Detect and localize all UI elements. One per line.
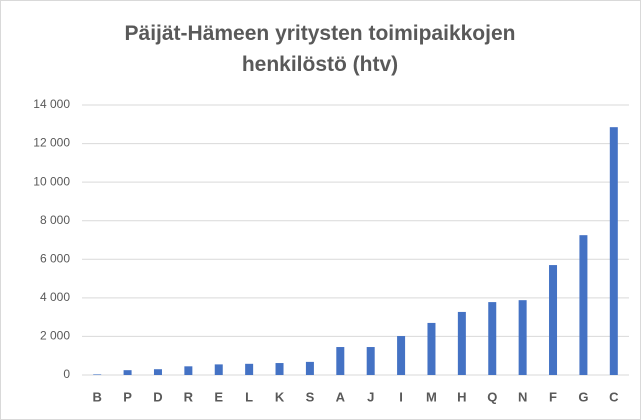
bar: [245, 363, 254, 375]
x-tick-label: J: [367, 389, 374, 404]
y-tick-label: 2 000: [40, 329, 70, 343]
bar: [518, 300, 527, 375]
bar: [488, 302, 497, 375]
x-tick-label: S: [306, 389, 315, 404]
x-tick-label: G: [578, 389, 588, 404]
bar: [397, 336, 406, 375]
x-tick-label: N: [518, 389, 527, 404]
x-tick-label: A: [336, 389, 346, 404]
chart-title: Päijät-Hämeen yritysten toimipaikkojen h…: [124, 22, 516, 76]
x-tick-label: B: [92, 389, 101, 404]
bar: [153, 369, 162, 375]
bar: [579, 235, 588, 375]
x-tick-label: R: [184, 389, 194, 404]
y-tick-label: 6 000: [40, 251, 70, 265]
bar: [93, 374, 102, 375]
bar: [123, 370, 132, 375]
x-tick-label: M: [426, 389, 437, 404]
bar: [457, 311, 466, 375]
y-tick-label: 4 000: [40, 290, 70, 304]
x-tick-label: K: [275, 389, 285, 404]
y-tick-label: 12 000: [33, 136, 70, 150]
bar: [336, 347, 345, 375]
y-tick-label: 8 000: [40, 213, 70, 227]
x-tick-label: I: [399, 389, 403, 404]
x-tick-label: L: [245, 389, 253, 404]
bar: [549, 265, 558, 375]
bar: [609, 127, 618, 375]
bar: [214, 364, 223, 375]
bar: [275, 363, 284, 375]
x-tick-label: F: [549, 389, 557, 404]
x-tick-label: Q: [487, 389, 497, 404]
x-tick-label: E: [214, 389, 223, 404]
x-tick-label: H: [457, 389, 466, 404]
y-tick-label: 14 000: [33, 97, 70, 111]
bar: [427, 322, 436, 375]
y-tick-label: 10 000: [33, 174, 70, 188]
x-tick-label: C: [609, 389, 619, 404]
y-tick-label: 0: [63, 367, 70, 381]
bar: [366, 347, 375, 375]
bar: [305, 361, 314, 375]
x-tick-label: P: [123, 389, 132, 404]
x-tick-label: D: [153, 389, 162, 404]
bar: [184, 366, 193, 375]
